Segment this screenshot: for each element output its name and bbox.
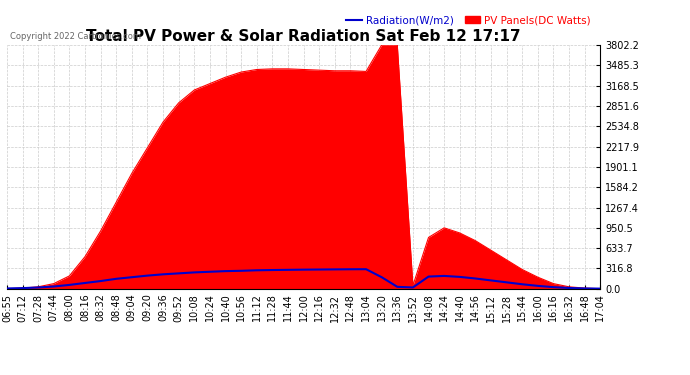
Legend: Radiation(W/m2), PV Panels(DC Watts): Radiation(W/m2), PV Panels(DC Watts) <box>342 11 595 30</box>
Text: Copyright 2022 Cartronics.com: Copyright 2022 Cartronics.com <box>10 32 141 41</box>
Title: Total PV Power & Solar Radiation Sat Feb 12 17:17: Total PV Power & Solar Radiation Sat Feb… <box>86 29 521 44</box>
